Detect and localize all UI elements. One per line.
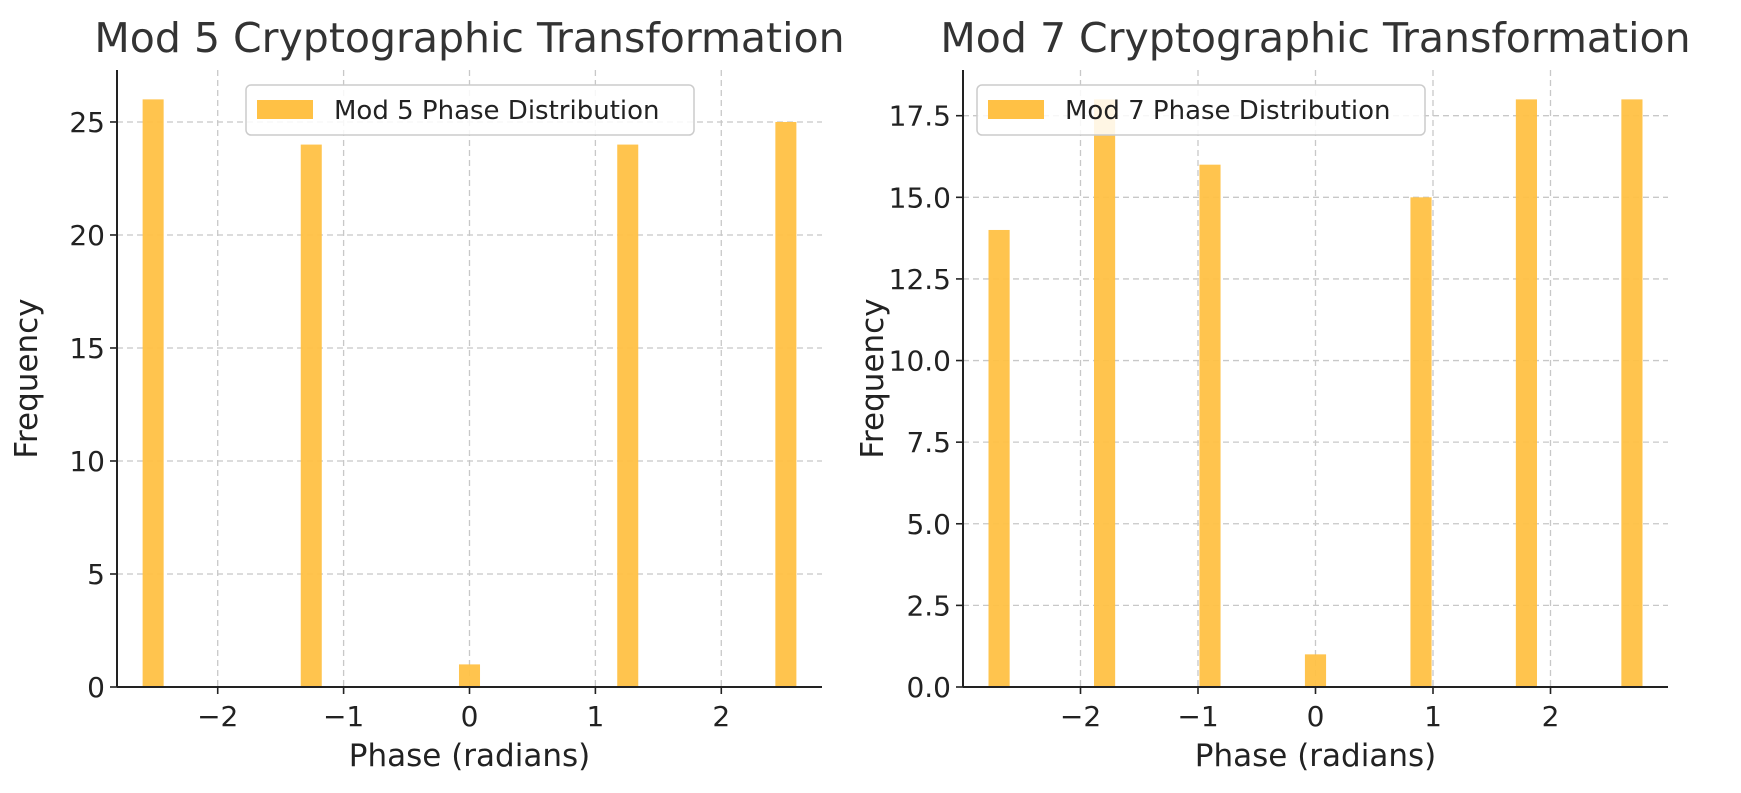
y-tick-label: 12.5 (889, 263, 951, 296)
legend-label: Mod 7 Phase Distribution (1065, 96, 1391, 126)
y-tick-label: 0.0 (906, 671, 951, 704)
x-tick-label: 0 (461, 700, 479, 733)
x-tick-label: 1 (586, 700, 604, 733)
x-tick-label: −1 (1177, 700, 1218, 733)
legend-label: Mod 5 Phase Distribution (334, 96, 660, 126)
legend-box (245, 84, 695, 136)
x-axis-label: Phase (radians) (1195, 738, 1436, 774)
y-tick-label: 5.0 (906, 508, 951, 541)
legend-swatch (988, 100, 1044, 119)
bar (617, 144, 639, 688)
bar (775, 121, 797, 687)
y-tick-label: 17.5 (889, 100, 951, 133)
bar (1621, 99, 1643, 687)
x-tick-label: 0 (1307, 700, 1325, 733)
chart-title: Mod 5 Cryptographic Transformation (94, 14, 844, 62)
y-tick-label: 15 (69, 332, 105, 365)
legend-box (976, 84, 1426, 136)
y-tick-label: 2.5 (906, 589, 951, 622)
bar (988, 229, 1010, 688)
y-tick-label: 15.0 (889, 181, 951, 214)
x-tick-label: 2 (712, 700, 730, 733)
bar (142, 99, 164, 687)
legend: Mod 7 Phase Distribution (976, 84, 1426, 136)
bar (300, 144, 322, 688)
y-tick-label: 10 (69, 445, 105, 478)
bar (1199, 164, 1221, 688)
x-tick-label: 1 (1424, 700, 1442, 733)
x-tick-label: −2 (1060, 700, 1101, 733)
bar (1410, 197, 1432, 688)
y-tick-label: 7.5 (906, 426, 951, 459)
y-tick-label: 0 (87, 671, 105, 704)
x-tick-label: −2 (197, 700, 238, 733)
bar (458, 664, 481, 687)
chart-panel-2: −2 −1 0 1 2 0.0 2.5 5.0 7.5 10.0 12.5 15.0 17.5 Phase… (855, 14, 1691, 774)
bar (1515, 99, 1537, 687)
y-axis-label: Frequency (9, 298, 45, 458)
legend: Mod 5 Phase Distribution (245, 84, 695, 136)
y-tick-label: 5 (87, 558, 105, 591)
bar (1094, 99, 1116, 687)
legend-swatch (257, 100, 313, 119)
chart-title: Mod 7 Cryptographic Transformation (940, 14, 1690, 62)
y-tick-label: 20 (69, 219, 105, 252)
bar (1304, 654, 1327, 687)
y-tick-label: 25 (69, 106, 105, 139)
y-axis-label: Frequency (855, 298, 891, 458)
x-axis-label: Phase (radians) (349, 738, 590, 774)
x-tick-label: −1 (323, 700, 364, 733)
y-tick-label: 10.0 (889, 345, 951, 378)
x-tick-label: 2 (1542, 700, 1560, 733)
